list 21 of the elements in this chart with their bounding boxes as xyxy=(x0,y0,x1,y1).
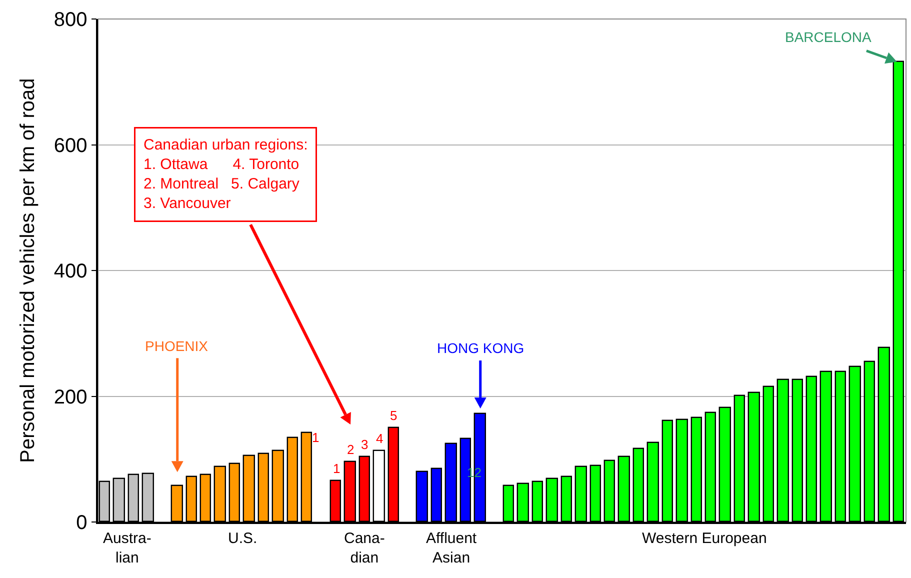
text: Affluent Asian xyxy=(426,530,478,566)
annotation: BARCELONA xyxy=(785,29,872,45)
annotation: Canadian urban regions: 1. Ottawa 4. Toronto 2. Montreal 5. Calgary 3. Vancouver xyxy=(144,136,308,212)
annotation: 4 xyxy=(376,431,384,446)
annotation: 1 xyxy=(312,430,320,445)
y-tick-label: 600 xyxy=(54,134,88,157)
annotation: PHOENIX xyxy=(145,338,209,354)
y-tick-label: 200 xyxy=(54,386,88,408)
text: Cana- dian xyxy=(344,530,385,566)
annotation: HONG KONG xyxy=(437,340,524,356)
text: Austra- lian xyxy=(103,530,152,566)
y-axis-title: Personal motorized vehicles per km of road xyxy=(16,78,39,463)
annotation: 5 xyxy=(390,408,398,423)
annotation: 3 xyxy=(361,437,368,452)
text: Western European xyxy=(642,530,767,547)
y-tick-label: 800 xyxy=(54,9,88,31)
annotation: 1 xyxy=(333,461,340,476)
text: U.S. xyxy=(228,530,258,547)
y-tick-label: 400 xyxy=(54,260,88,282)
y-tick-label: 0 xyxy=(76,512,88,534)
annotation: 2 xyxy=(347,442,354,457)
